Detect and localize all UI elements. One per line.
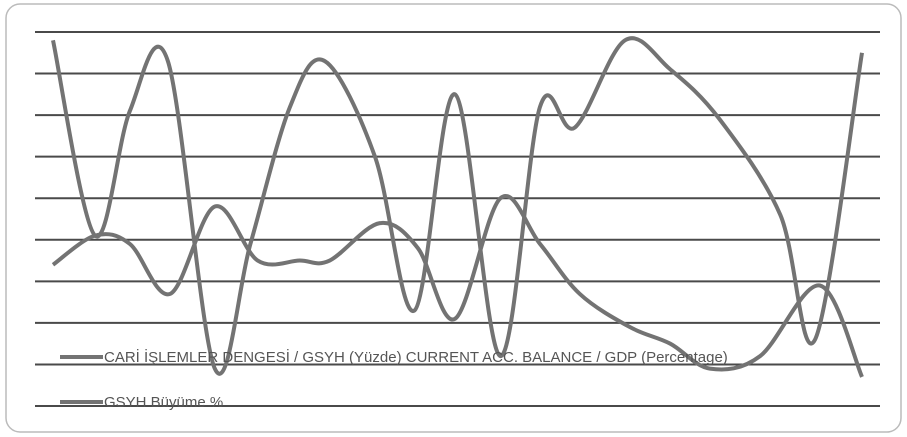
legend-label: GSYH Büyüme % [104,394,223,411]
legend-label: CARİ İŞLEMLER DENGESİ / GSYH (Yüzde) CUR… [104,348,728,366]
chart-frame [5,3,902,433]
line-series [51,36,864,376]
line-series [51,194,864,378]
